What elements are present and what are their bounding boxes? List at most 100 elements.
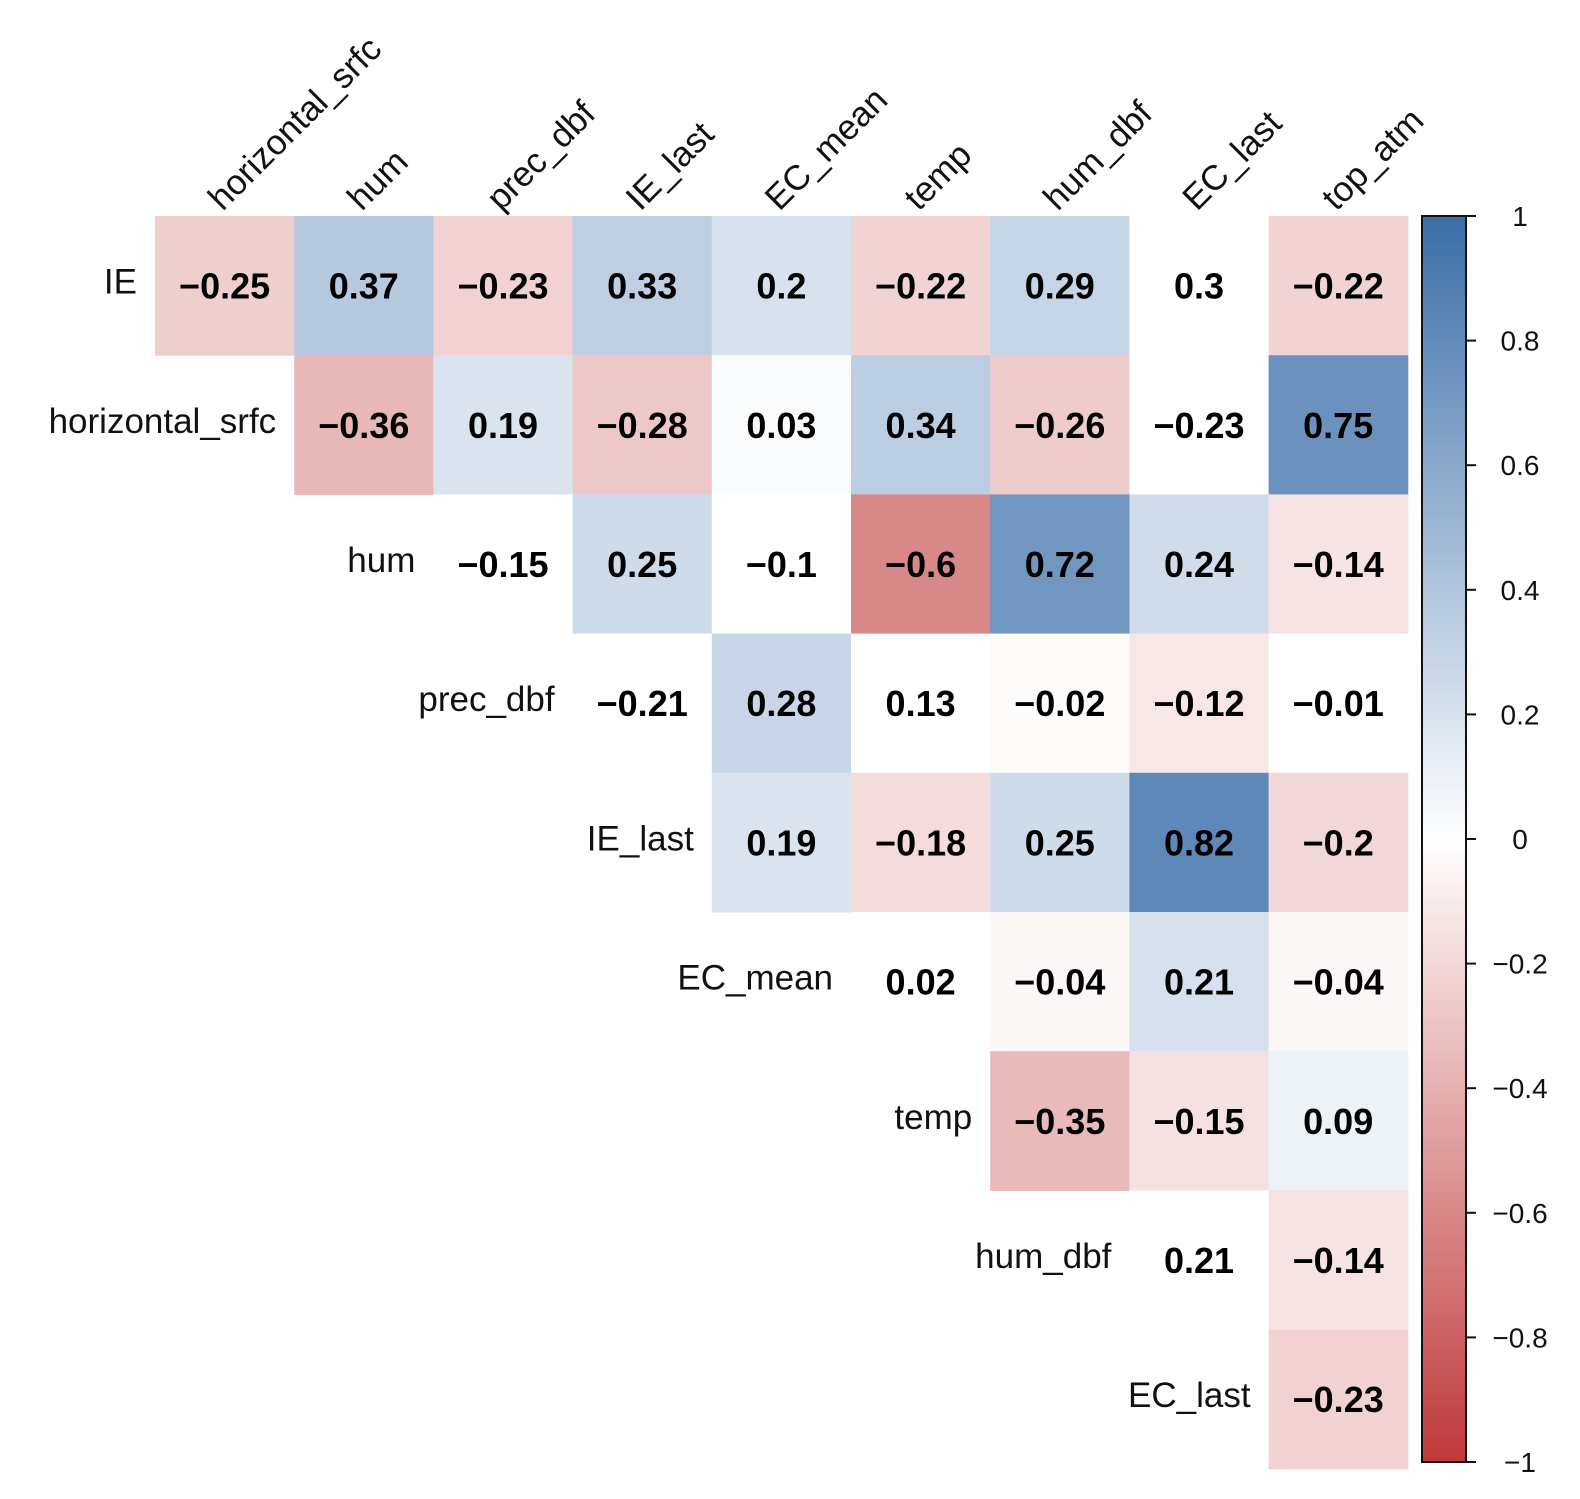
row-label: IE: [104, 263, 137, 302]
colorbar-tick-label: −0.4: [1492, 1073, 1547, 1104]
cell-value-label: −0.14: [1293, 544, 1384, 585]
cell-value-label: 0.24: [1164, 544, 1234, 585]
cell-value-label: −0.1: [746, 544, 817, 585]
cell-value-label: −0.35: [1014, 1101, 1105, 1142]
heatmap-cell: [1268, 1051, 1409, 1191]
heatmap-cell: [990, 494, 1130, 635]
heatmap-cell: [433, 216, 574, 356]
heatmap-cell: [294, 216, 434, 356]
heatmap-cell: [1129, 355, 1270, 495]
cell-value-label: −0.12: [1153, 683, 1244, 724]
heatmap-cell: [1129, 772, 1270, 913]
colorbar-gradient: [1421, 215, 1467, 1463]
cell-value-label: 0.25: [1025, 822, 1095, 863]
colorbar-tick-label: −0.2: [1492, 949, 1547, 980]
cell-value-label: −0.15: [1153, 1101, 1244, 1142]
heatmap-cell: [711, 494, 852, 635]
heatmap-cell: [1268, 216, 1409, 356]
colorbar-tick-label: 0.6: [1501, 450, 1540, 481]
column-label: EC_last: [1175, 103, 1289, 217]
cell-value-label: −0.22: [1293, 266, 1384, 307]
heatmap-cell: [711, 216, 852, 356]
heatmap-cell: [433, 355, 574, 495]
cell-value-label: −0.14: [1293, 1240, 1384, 1281]
colorbar-tick-label: 1: [1512, 201, 1528, 232]
colorbar-tick-label: −0.8: [1492, 1322, 1547, 1353]
heatmap-cell: [1129, 216, 1270, 356]
heatmap-cell: [990, 1051, 1130, 1191]
row-label: IE_last: [587, 819, 694, 858]
colorbar-tick-label: −0.6: [1492, 1198, 1547, 1229]
heatmap-cell: [990, 912, 1130, 1052]
cell-value-label: 0.21: [1164, 1240, 1234, 1281]
heatmap-cell: [572, 355, 713, 495]
cell-value-label: 0.09: [1303, 1101, 1373, 1142]
heatmap-cell: [990, 355, 1130, 495]
cell-value-label: −0.6: [885, 544, 956, 585]
cell-value-label: −0.36: [318, 405, 409, 446]
colorbar: 1 0.8 0.6 0.4 0.2 0 −0.2 −0.4 −0.6 −0.8 −1: [1421, 201, 1548, 1478]
cell-value-label: −0.2: [1303, 822, 1374, 863]
cell-value-label: 0.82: [1164, 822, 1234, 863]
heatmap-cell: [1268, 355, 1409, 495]
cell-value-label: 0.72: [1025, 544, 1095, 585]
heatmap-cell: [1268, 912, 1409, 1052]
cell-value-label: 0.21: [1164, 962, 1234, 1003]
cell-value-label: −0.02: [1014, 683, 1105, 724]
colorbar-tick-label: −1: [1504, 1447, 1536, 1478]
row-label: EC_mean: [677, 959, 833, 998]
heatmap-cell: [1268, 772, 1409, 913]
cell-value-label: 0.33: [607, 266, 677, 307]
heatmap-cell: [851, 216, 991, 356]
heatmap-cell: [572, 633, 713, 774]
column-label: top_atm: [1314, 101, 1431, 218]
heatmap-cell: [990, 216, 1130, 356]
heatmap-cell: [155, 216, 295, 356]
cell-value-label: 0.19: [746, 822, 816, 863]
heatmap-cell: [572, 216, 713, 356]
row-label: EC_last: [1128, 1376, 1251, 1415]
heatmap-cell: [572, 494, 713, 635]
cell-value-label: −0.21: [597, 683, 688, 724]
row-label: hum: [347, 541, 415, 580]
column-label: prec_dbf: [479, 94, 603, 218]
row-label: temp: [894, 1098, 972, 1137]
cell-value-label: −0.22: [875, 266, 966, 307]
heatmap-cell: [851, 912, 991, 1052]
heatmap-cell: [1129, 1190, 1270, 1331]
heatmap-cell: [711, 633, 852, 774]
cell-value-label: 0.2: [756, 266, 806, 307]
column-label: EC_mean: [757, 80, 895, 218]
row-label: prec_dbf: [418, 680, 554, 719]
cell-value-label: −0.01: [1293, 683, 1384, 724]
row-label: horizontal_srfc: [49, 402, 277, 441]
heatmap-cell: [1268, 494, 1409, 635]
heatmap-cell: [433, 494, 574, 635]
heatmap-cell: [1129, 494, 1270, 635]
cell-value-label: −0.23: [1293, 1379, 1384, 1420]
cell-value-label: 0.34: [886, 405, 956, 446]
cell-value-label: −0.28: [597, 405, 688, 446]
cell-value-label: −0.15: [457, 544, 548, 585]
colorbar-tick-label: 0: [1512, 824, 1528, 855]
cell-value-label: 0.25: [607, 544, 677, 585]
cell-value-label: 0.75: [1303, 405, 1373, 446]
heatmap-cell: [1129, 633, 1270, 774]
cell-value-label: 0.03: [746, 405, 816, 446]
cell-value-label: 0.3: [1174, 266, 1224, 307]
cell-value-label: −0.23: [457, 266, 548, 307]
cell-value-label: −0.04: [1014, 962, 1105, 1003]
heatmap-cell: [1268, 1329, 1409, 1470]
heatmap-cell: [851, 772, 991, 913]
heatmap-cell: [1129, 912, 1270, 1052]
heatmap-cell: [294, 355, 434, 495]
cell-value-label: −0.25: [179, 266, 270, 307]
colorbar-tick-label: 0.2: [1501, 699, 1540, 730]
cell-value-label: 0.02: [886, 962, 956, 1003]
cell-value-label: 0.37: [329, 266, 399, 307]
colorbar-tick-label: 0.4: [1501, 575, 1540, 606]
column-label: hum_dbf: [1036, 94, 1160, 218]
